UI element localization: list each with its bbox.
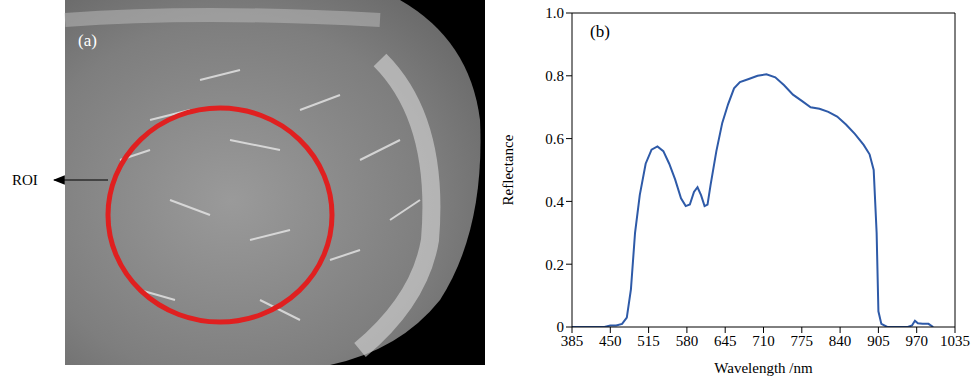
svg-text:775: 775	[791, 333, 814, 349]
svg-text:580: 580	[676, 333, 699, 349]
svg-text:710: 710	[752, 333, 775, 349]
svg-text:905: 905	[867, 333, 890, 349]
svg-text:970: 970	[905, 333, 928, 349]
svg-text:0.8: 0.8	[545, 68, 564, 84]
svg-text:0.4: 0.4	[545, 194, 564, 210]
svg-text:515: 515	[637, 333, 660, 349]
svg-text:0.2: 0.2	[545, 257, 564, 273]
svg-text:ROI: ROI	[12, 172, 38, 188]
svg-text:0.6: 0.6	[545, 131, 564, 147]
svg-text:450: 450	[599, 333, 622, 349]
svg-text:385: 385	[561, 333, 584, 349]
svg-text:645: 645	[714, 333, 737, 349]
svg-text:0: 0	[557, 319, 565, 335]
svg-text:840: 840	[829, 333, 852, 349]
html-text:(b): (b)	[590, 22, 610, 41]
svg-text:Reflectance: Reflectance	[500, 134, 516, 205]
svg-text:1.0: 1.0	[545, 5, 564, 21]
svg-text:(a): (a)	[78, 31, 97, 50]
svg-text:Wavelength /nm: Wavelength /nm	[714, 360, 813, 376]
svg-text:1035: 1035	[940, 333, 970, 349]
